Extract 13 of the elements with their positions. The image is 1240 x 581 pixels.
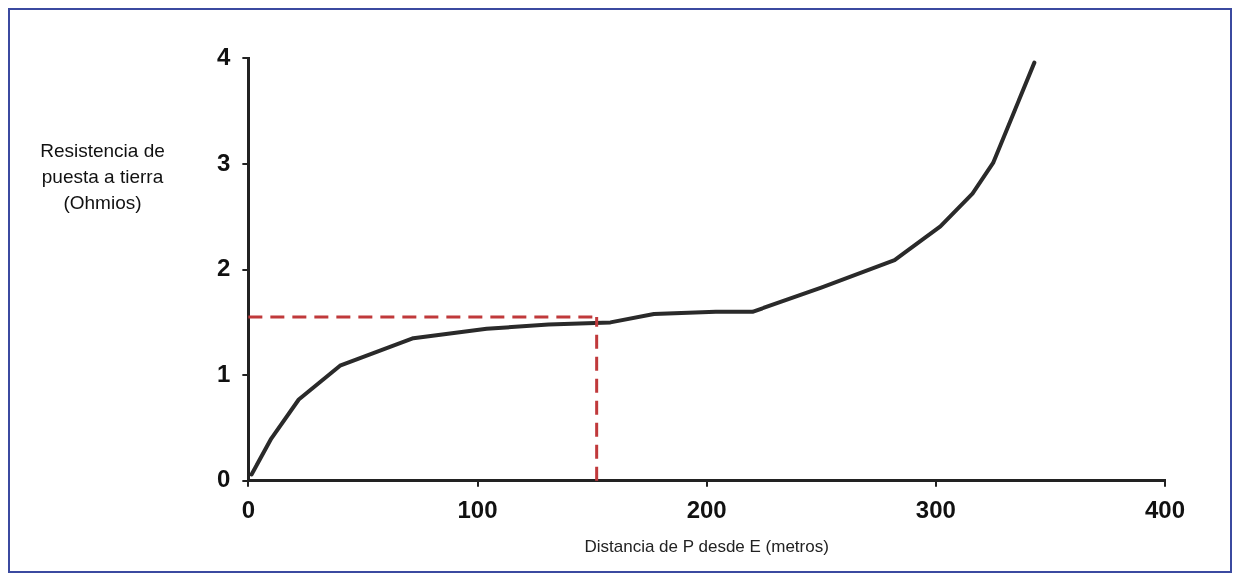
x-axis-title: Distancia de P desde E (metros) <box>584 537 829 557</box>
frame: Resistencia de puesta a tierra (Ohmios) Distancia de P desde E (metros) 0 100 200 300 400 0 1 2 3 4 <box>8 8 1232 573</box>
y-tick-label: 2 <box>216 254 231 282</box>
y-tick-label: 0 <box>216 465 231 493</box>
x-tick-label: 0 <box>241 495 256 523</box>
y-tick-label: 1 <box>216 359 231 387</box>
x-tick-label: 100 <box>457 495 498 523</box>
y-tick-label: 3 <box>216 148 231 176</box>
y-axis-title: Resistencia de puesta a tierra (Ohmios) <box>39 139 166 215</box>
x-tick-label: 200 <box>686 495 727 523</box>
y-tick-label: 4 <box>216 43 231 71</box>
x-tick-label: 400 <box>1144 495 1185 523</box>
x-tick-label: 300 <box>915 495 956 523</box>
